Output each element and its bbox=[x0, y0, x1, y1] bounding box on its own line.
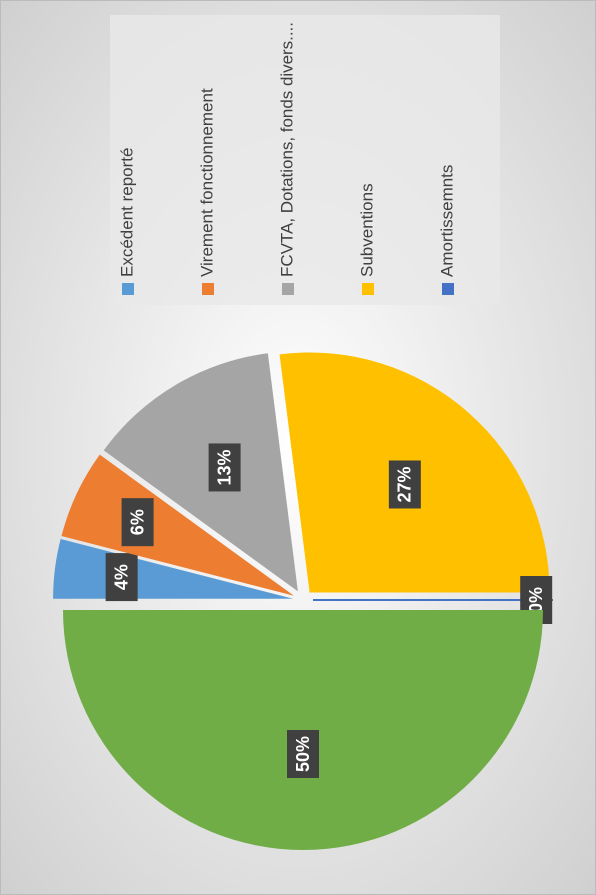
legend-swatch bbox=[282, 283, 294, 295]
legend-label: Amortissemnts bbox=[437, 165, 456, 277]
legend-swatch bbox=[122, 283, 134, 295]
data-label: 0% bbox=[526, 587, 546, 613]
pie-slice bbox=[103, 353, 298, 592]
data-label-box bbox=[287, 730, 319, 778]
legend-label: Subventions bbox=[357, 183, 376, 277]
data-label-box bbox=[388, 460, 421, 509]
legend-swatch bbox=[442, 283, 454, 295]
legend-box bbox=[110, 15, 500, 305]
data-label: 50% bbox=[293, 736, 313, 772]
pie-slice bbox=[61, 454, 294, 596]
rotated-plot: 4% 6% 13% 27% 0% 50% Excédent reporté Virement … bbox=[53, 15, 553, 850]
data-label: 4% bbox=[111, 564, 131, 590]
data-label-box bbox=[121, 498, 154, 547]
legend-label: FCVTA, Dotations, fonds divers.... bbox=[277, 22, 296, 277]
pie-slice bbox=[63, 610, 543, 850]
legend-swatch bbox=[362, 283, 374, 295]
legend-swatch bbox=[202, 283, 214, 295]
data-label-box bbox=[208, 443, 241, 492]
data-label: 6% bbox=[127, 509, 147, 535]
legend-label: Virement fonctionnement bbox=[197, 88, 216, 277]
data-label: 27% bbox=[395, 466, 415, 502]
data-label: 13% bbox=[214, 449, 234, 485]
legend-label: Excédent reporté bbox=[117, 148, 136, 277]
data-label-box bbox=[105, 553, 138, 602]
